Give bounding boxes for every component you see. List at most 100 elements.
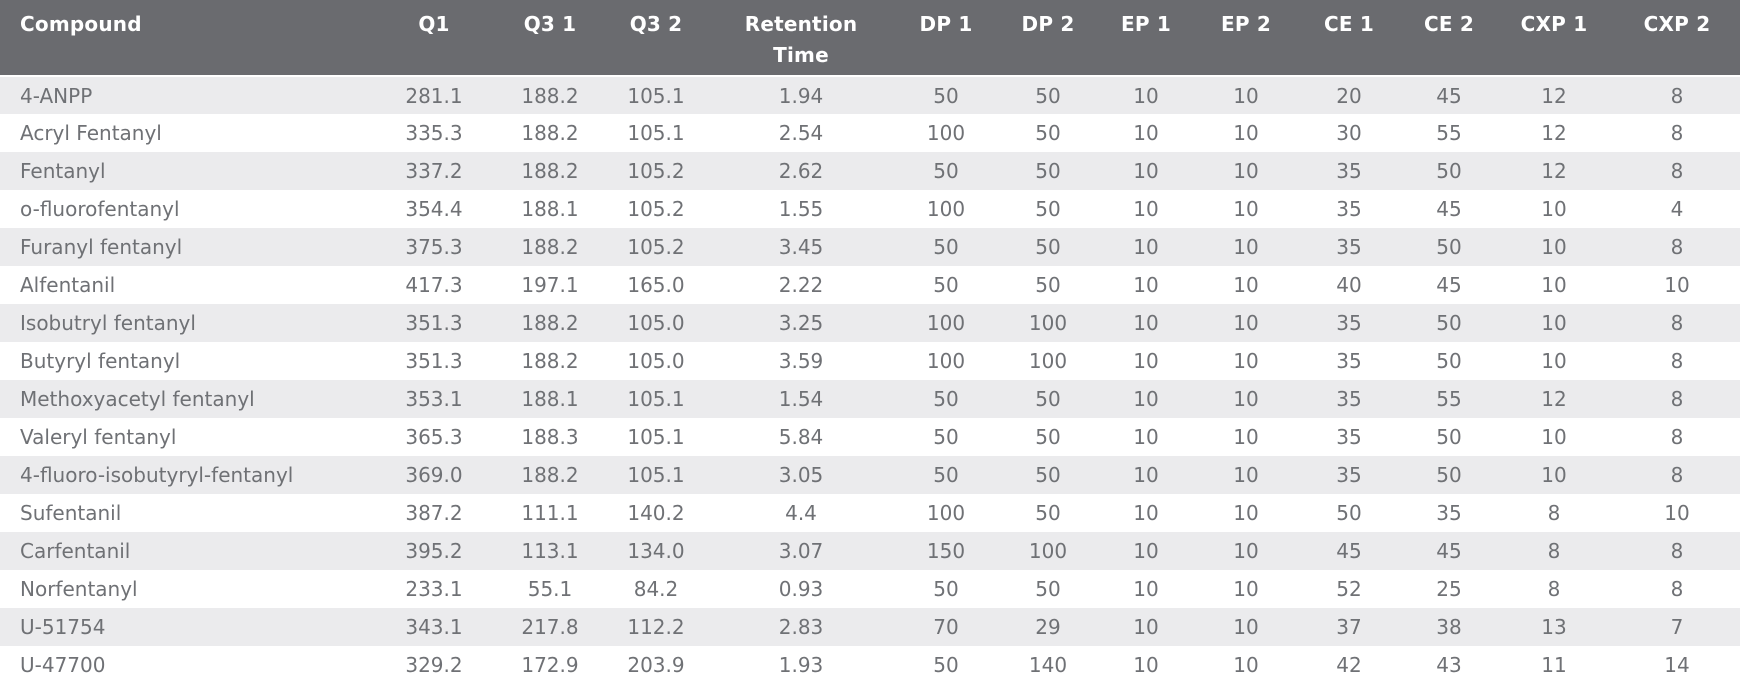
cell-dp_2: 29: [1035, 615, 1061, 639]
cell-ce_1: 35: [1336, 425, 1362, 449]
cell-compound: 4-fluoro-isobutyryl-fentanyl: [20, 463, 294, 487]
cell-cxp_2: 8: [1670, 235, 1684, 259]
table-row: Carfentanil 395.2 113.1 134.0 3.07 150 100 10 10…: [0, 532, 1740, 570]
cell-compound: U-47700: [20, 653, 106, 677]
cell-compound: o-fluorofentanyl: [20, 197, 180, 221]
column-header-label: CXP 1: [1520, 12, 1588, 36]
cell-ce_2: 50: [1436, 235, 1462, 259]
cell-compound: Alfentanil: [20, 273, 116, 297]
cell-dp_1: 50: [933, 577, 959, 601]
cell-cxp_1: 10: [1541, 273, 1567, 297]
cell-q1: 369.0: [405, 463, 463, 487]
column-header-label: EP 1: [1121, 12, 1171, 36]
cell-q3_2: 105.0: [627, 311, 685, 335]
cell-dp_2: 50: [1035, 387, 1061, 411]
cell-ce_2: 50: [1436, 349, 1462, 373]
cell-ep_1: 10: [1133, 653, 1159, 677]
cell-q3_1: 188.1: [521, 387, 579, 411]
cell-ep_1: 10: [1133, 197, 1159, 221]
cell-ep_1: 10: [1133, 463, 1159, 487]
cell-q3_2: 203.9: [627, 653, 685, 677]
cell-q3_2: 105.2: [627, 235, 685, 259]
cell-cxp_2: 8: [1670, 387, 1684, 411]
cell-ce_1: 35: [1336, 159, 1362, 183]
cell-ep_1: 10: [1133, 615, 1159, 639]
column-header-ep_1: EP 1: [1094, 0, 1198, 77]
cell-q3_1: 188.1: [521, 197, 579, 221]
table-row: U-47700 329.2 172.9 203.9 1.93 50 140 10 10 42 43 1…: [0, 646, 1740, 684]
cell-retention_time: 0.93: [778, 577, 824, 601]
cell-retention_time: 3.07: [778, 539, 824, 563]
table-row: Isobutryl fentanyl 351.3 188.2 105.0 3.25 100…: [0, 304, 1740, 342]
cell-retention_time: 1.55: [778, 197, 824, 221]
cell-dp_2: 50: [1035, 83, 1061, 108]
cell-cxp_1: 12: [1541, 83, 1567, 108]
cell-cxp_1: 12: [1541, 121, 1567, 145]
cell-ep_1: 10: [1133, 235, 1159, 259]
cell-q3_1: 188.2: [521, 311, 579, 335]
cell-q3_1: 188.3: [521, 425, 579, 449]
cell-ep_2: 10: [1233, 235, 1259, 259]
cell-dp_1: 50: [933, 463, 959, 487]
cell-q1: 233.1: [405, 577, 463, 601]
cell-ep_2: 10: [1233, 349, 1259, 373]
cell-ce_2: 45: [1436, 83, 1462, 108]
cell-dp_2: 50: [1035, 425, 1061, 449]
column-header-label: Q1: [418, 12, 450, 36]
cell-cxp_1: 10: [1541, 425, 1567, 449]
cell-cxp_1: 10: [1541, 197, 1567, 221]
column-header-label: DP 2: [1021, 12, 1075, 36]
cell-dp_2: 50: [1035, 273, 1061, 297]
cell-q3_2: 105.2: [627, 197, 685, 221]
cell-retention_time: 1.54: [778, 387, 824, 411]
cell-ce_1: 35: [1336, 197, 1362, 221]
cell-compound: Sufentanil: [20, 501, 122, 525]
cell-cxp_1: 12: [1541, 387, 1567, 411]
table-row: Valeryl fentanyl 365.3 188.3 105.1 5.84 50 50 1…: [0, 418, 1740, 456]
table-row: U-51754 343.1 217.8 112.2 2.83 70 29 10 10 37 38 13…: [0, 608, 1740, 646]
cell-ep_1: 10: [1133, 121, 1159, 145]
cell-dp_1: 100: [926, 501, 966, 525]
column-header-dp_1: DP 1: [890, 0, 1002, 77]
cell-cxp_1: 8: [1547, 577, 1561, 601]
cell-dp_1: 50: [933, 273, 959, 297]
cell-ep_2: 10: [1233, 83, 1259, 108]
cell-ce_2: 50: [1436, 463, 1462, 487]
cell-q1: 395.2: [405, 539, 463, 563]
cell-ep_1: 10: [1133, 311, 1159, 335]
cell-q1: 365.3: [405, 425, 463, 449]
cell-cxp_1: 12: [1541, 159, 1567, 183]
cell-dp_1: 150: [926, 539, 966, 563]
cell-compound: 4-ANPP: [20, 83, 93, 108]
cell-compound: Butyryl fentanyl: [20, 349, 181, 373]
cell-retention_time: 1.94: [778, 83, 824, 108]
cell-ep_2: 10: [1233, 197, 1259, 221]
cell-dp_2: 100: [1028, 311, 1068, 335]
cell-dp_1: 50: [933, 159, 959, 183]
cell-cxp_1: 10: [1541, 463, 1567, 487]
cell-q3_1: 197.1: [521, 273, 579, 297]
cell-retention_time: 2.54: [778, 121, 824, 145]
table-row: Fentanyl 337.2 188.2 105.2 2.62 50 50 10 10 35 50 1…: [0, 152, 1740, 190]
table-row: o-fluorofentanyl 354.4 188.1 105.2 1.55 100 50…: [0, 190, 1740, 228]
cell-retention_time: 3.05: [778, 463, 824, 487]
cell-ep_1: 10: [1133, 349, 1159, 373]
column-header-cxp_2: CXP 2: [1614, 0, 1740, 77]
cell-ce_1: 35: [1336, 235, 1362, 259]
cell-q3_2: 105.1: [627, 425, 685, 449]
cell-dp_2: 50: [1035, 159, 1061, 183]
cell-q3_2: 105.1: [627, 463, 685, 487]
cell-compound: Valeryl fentanyl: [20, 425, 177, 449]
column-header-label: CE 1: [1323, 12, 1375, 36]
cell-q3_1: 188.2: [521, 159, 579, 183]
cell-q3_2: 134.0: [627, 539, 685, 563]
cell-q3_1: 111.1: [521, 501, 579, 525]
cell-retention_time: 3.25: [778, 311, 824, 335]
cell-cxp_2: 10: [1664, 501, 1690, 525]
table-row: Sufentanil 387.2 111.1 140.2 4.4 100 50 10 10 50 3…: [0, 494, 1740, 532]
column-header-retention_time: Retention Time: [712, 0, 890, 77]
column-header-q3_2: Q3 2: [600, 0, 712, 77]
cell-ep_2: 10: [1233, 425, 1259, 449]
cell-ce_1: 35: [1336, 387, 1362, 411]
